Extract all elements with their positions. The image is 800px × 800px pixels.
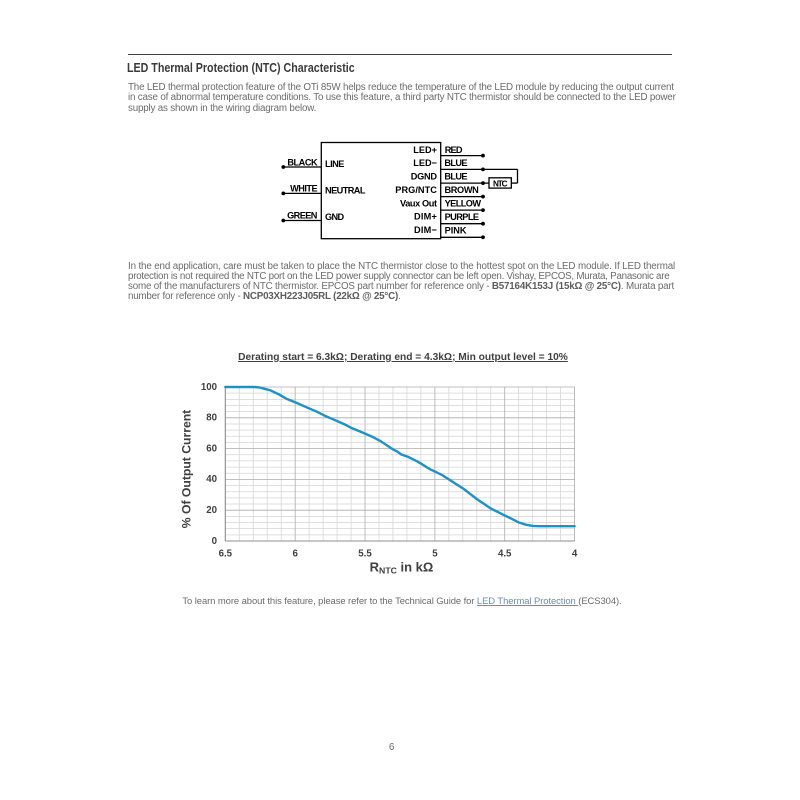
svg-text:0: 0 — [212, 536, 217, 547]
svg-text:BLUE: BLUE — [444, 171, 467, 181]
svg-text:NTC: NTC — [493, 179, 508, 188]
svg-text:BROWN: BROWN — [445, 185, 480, 195]
svg-text:LED+: LED+ — [413, 145, 437, 155]
svg-text:RED: RED — [445, 145, 463, 155]
svg-text:20: 20 — [206, 505, 217, 516]
svg-text:60: 60 — [206, 443, 217, 454]
svg-text:DIM+: DIM+ — [414, 212, 437, 222]
svg-text:Vaux Out: Vaux Out — [400, 199, 437, 209]
svg-text:DGND: DGND — [411, 172, 438, 182]
svg-text:GND: GND — [325, 212, 344, 222]
svg-text:100: 100 — [201, 382, 217, 393]
svg-text:DIM−: DIM− — [414, 225, 437, 235]
svg-text:RNTC in kΩ: RNTC in kΩ — [370, 559, 434, 575]
svg-text:PRG/NTC: PRG/NTC — [395, 185, 437, 195]
svg-text:4: 4 — [572, 548, 578, 559]
svg-text:6: 6 — [293, 548, 299, 559]
svg-text:% Of Output Current: % Of Output Current — [180, 410, 194, 528]
svg-text:5.5: 5.5 — [358, 548, 372, 559]
svg-text:YELLOW: YELLOW — [445, 198, 482, 208]
svg-text:LINE: LINE — [325, 159, 344, 169]
svg-text:5: 5 — [432, 548, 438, 559]
svg-text:BLACK: BLACK — [287, 157, 318, 167]
svg-text:WHITE: WHITE — [290, 184, 318, 194]
svg-text:40: 40 — [206, 474, 217, 485]
svg-text:6.5: 6.5 — [219, 548, 233, 559]
svg-text:NEUTRAL: NEUTRAL — [325, 185, 366, 195]
svg-text:PURPLE: PURPLE — [445, 212, 479, 222]
svg-text:LED−: LED− — [413, 158, 437, 168]
svg-text:GREEN: GREEN — [287, 210, 318, 220]
svg-text:80: 80 — [206, 413, 217, 424]
svg-text:4.5: 4.5 — [498, 548, 512, 559]
svg-text:BLUE: BLUE — [444, 158, 467, 168]
svg-text:PINK: PINK — [445, 226, 467, 236]
